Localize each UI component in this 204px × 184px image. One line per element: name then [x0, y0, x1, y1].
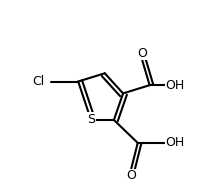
Text: OH: OH	[166, 79, 185, 92]
Text: O: O	[126, 169, 136, 182]
Text: OH: OH	[166, 136, 185, 149]
Text: Cl: Cl	[32, 75, 44, 88]
Text: O: O	[137, 47, 147, 60]
Text: S: S	[87, 114, 95, 126]
